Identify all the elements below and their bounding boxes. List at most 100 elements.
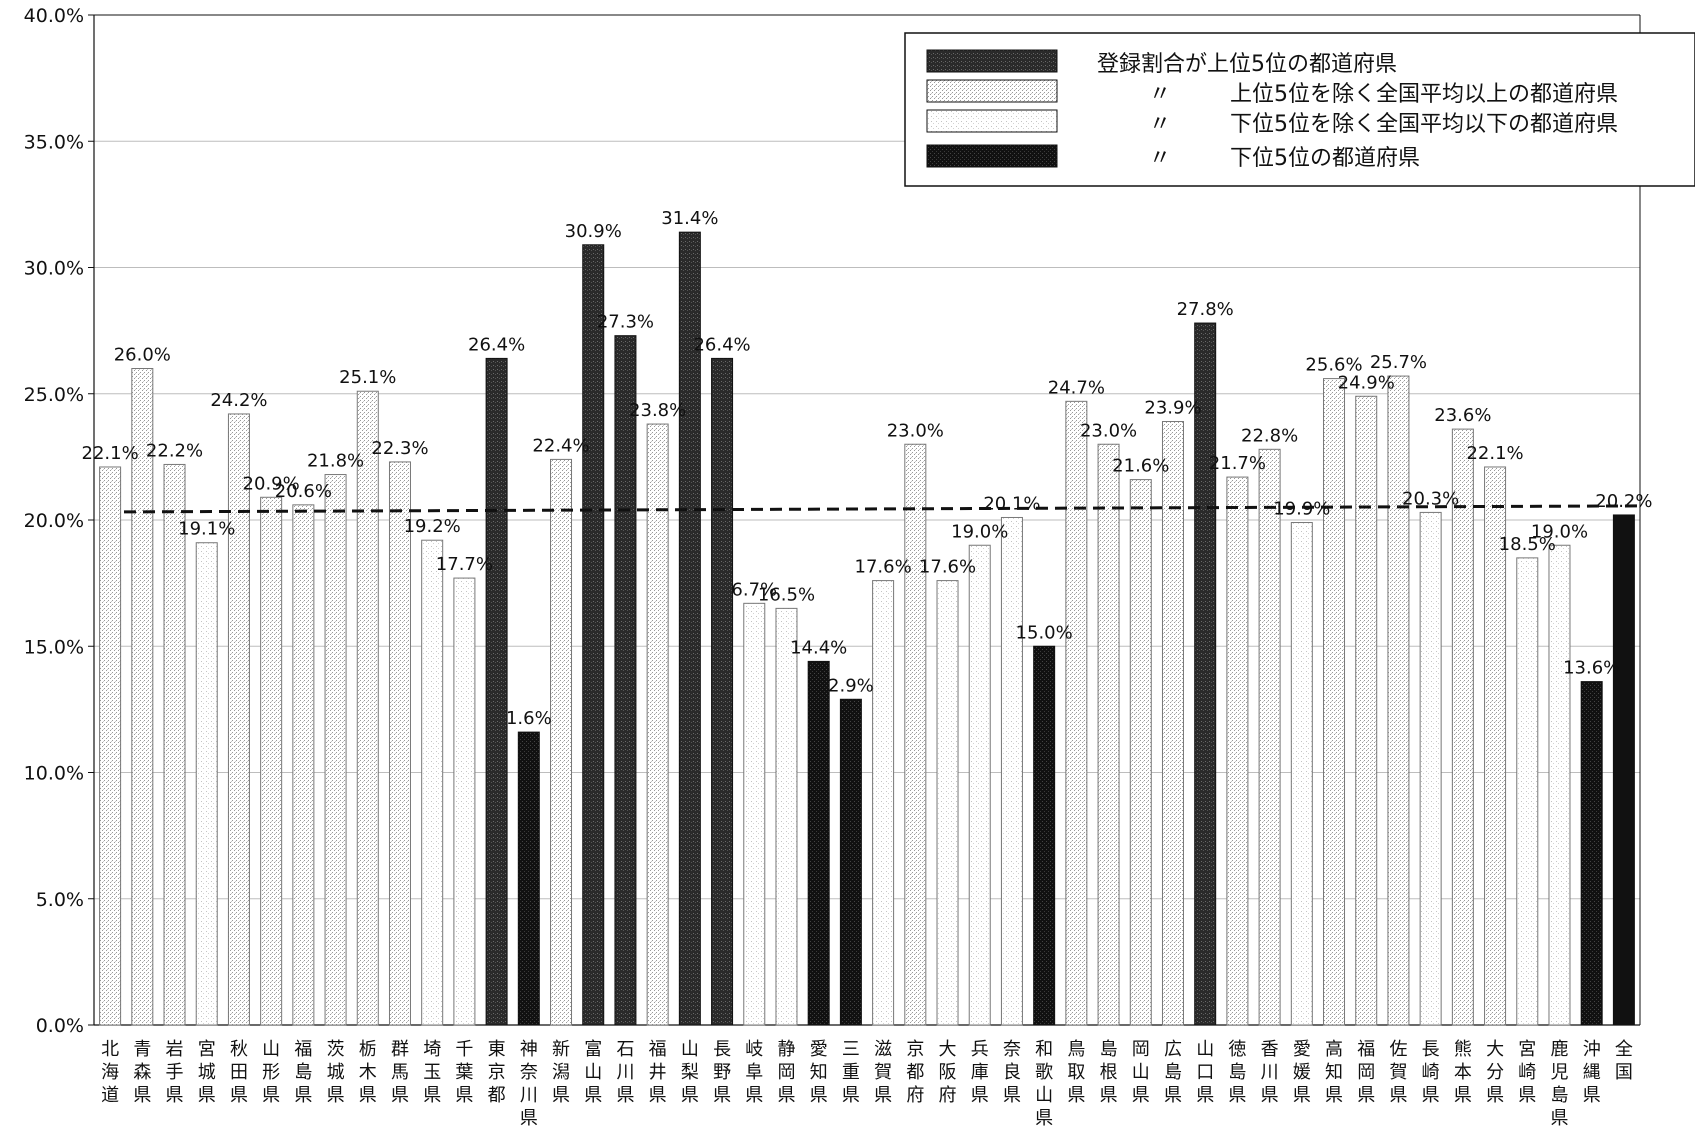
bar bbox=[1355, 395, 1378, 1026]
data-label: 15.0% bbox=[1016, 622, 1073, 643]
x-category-char: 山 bbox=[1132, 1062, 1150, 1083]
y-tick-label: 20.0% bbox=[24, 510, 84, 532]
x-category-char: 川 bbox=[616, 1062, 634, 1083]
bar bbox=[614, 335, 637, 1026]
x-category-char: 都 bbox=[488, 1085, 506, 1106]
bar bbox=[1323, 378, 1346, 1026]
data-label: 22.1% bbox=[82, 443, 139, 464]
y-tick-label: 25.0% bbox=[24, 384, 84, 406]
y-tick-label: 35.0% bbox=[24, 131, 84, 153]
legend-swatch-top5 bbox=[926, 49, 1058, 73]
x-category-char: 県 bbox=[423, 1085, 441, 1106]
gridlines bbox=[94, 14, 1640, 900]
x-category-char: 道 bbox=[101, 1085, 119, 1106]
legend: 登録割合が上位5位の都道府県 〃 上位5位を除く全国平均以上の都道府県 〃 下位… bbox=[904, 32, 1695, 187]
data-label: 19.0% bbox=[951, 521, 1008, 542]
data-label: 23.0% bbox=[887, 420, 944, 441]
x-category-char: 県 bbox=[359, 1085, 377, 1106]
bar bbox=[517, 731, 540, 1026]
x-category-char: 崎 bbox=[1422, 1062, 1440, 1083]
x-category-char: 口 bbox=[1196, 1062, 1214, 1083]
bar bbox=[839, 698, 862, 1026]
x-category-char: 県 bbox=[1422, 1085, 1440, 1106]
x-category-char: 長 bbox=[713, 1039, 731, 1060]
x-category-char: 東 bbox=[488, 1039, 506, 1060]
x-category-char: 広 bbox=[1164, 1039, 1182, 1060]
data-label: 19.0% bbox=[1531, 521, 1588, 542]
x-category-char: 玉 bbox=[423, 1062, 441, 1083]
data-label: 19.1% bbox=[178, 519, 235, 540]
data-label: 20.1% bbox=[983, 493, 1040, 514]
bar bbox=[421, 539, 444, 1026]
x-category-char: 奈 bbox=[520, 1062, 538, 1083]
bar bbox=[936, 580, 959, 1026]
x-category-char: 県 bbox=[745, 1085, 763, 1106]
bar bbox=[1129, 479, 1152, 1026]
bar bbox=[1516, 557, 1539, 1026]
x-category-char: 形 bbox=[262, 1062, 280, 1083]
bar bbox=[388, 461, 411, 1026]
x-category-char: 県 bbox=[1293, 1085, 1311, 1106]
data-label: 30.9% bbox=[565, 221, 622, 242]
x-category-char: 県 bbox=[1261, 1085, 1279, 1106]
data-label: 25.1% bbox=[339, 367, 396, 388]
x-category-char: 県 bbox=[1067, 1085, 1085, 1106]
x-category-char: 県 bbox=[1357, 1085, 1375, 1106]
x-category-char: 山 bbox=[262, 1039, 280, 1060]
x-category-char: 大 bbox=[1486, 1039, 1504, 1060]
data-label: 24.9% bbox=[1338, 372, 1395, 393]
national-average-line bbox=[123, 504, 1641, 514]
bar bbox=[1419, 511, 1442, 1026]
x-category-char: 山 bbox=[584, 1062, 602, 1083]
x-category-char: 都 bbox=[906, 1062, 924, 1083]
bar bbox=[775, 607, 798, 1026]
bar bbox=[1161, 421, 1184, 1026]
x-category-char: 県 bbox=[198, 1085, 216, 1106]
x-category-char: 福 bbox=[294, 1039, 312, 1060]
data-label: 22.1% bbox=[1466, 443, 1523, 464]
bar bbox=[99, 466, 122, 1026]
x-category-char: 県 bbox=[520, 1108, 538, 1129]
x-category-char: 北 bbox=[101, 1039, 119, 1060]
x-category-char: 島 bbox=[1228, 1062, 1246, 1083]
data-label: 22.8% bbox=[1241, 425, 1298, 446]
legend-prefix-2: 〃 bbox=[1149, 82, 1171, 107]
x-category-char: 神 bbox=[520, 1039, 538, 1060]
x-category-char: 県 bbox=[1454, 1085, 1472, 1106]
x-category-char: 県 bbox=[1486, 1085, 1504, 1106]
x-category-char: 県 bbox=[391, 1085, 409, 1106]
data-label: 23.9% bbox=[1144, 398, 1201, 419]
bar bbox=[131, 368, 154, 1026]
axes: 0.0% 5.0% 10.0% 15.0% 20.0% 25.0% 30.0% 35.0% 40… bbox=[24, 5, 1641, 1037]
x-category-char: 宮 bbox=[1518, 1039, 1536, 1060]
x-category-char: 阜 bbox=[745, 1062, 763, 1083]
x-category-char: 栃 bbox=[359, 1039, 377, 1060]
bars bbox=[99, 231, 1635, 1026]
average-line-group bbox=[123, 504, 1641, 514]
x-category-char: 山 bbox=[681, 1039, 699, 1060]
data-label: 17.6% bbox=[919, 557, 976, 578]
x-category-char: 県 bbox=[649, 1085, 667, 1106]
x-category-char: 福 bbox=[1357, 1039, 1375, 1060]
data-label: 26.0% bbox=[114, 345, 171, 366]
x-category-char: 愛 bbox=[810, 1039, 828, 1060]
x-category-char: 長 bbox=[1422, 1039, 1440, 1060]
x-category-char: 府 bbox=[939, 1085, 957, 1106]
data-label: 22.4% bbox=[532, 435, 589, 456]
x-category-char: 城 bbox=[198, 1062, 216, 1083]
bar bbox=[1065, 400, 1088, 1026]
data-label: 22.2% bbox=[146, 440, 203, 461]
bar bbox=[324, 474, 347, 1026]
data-label: 23.6% bbox=[1434, 405, 1491, 426]
data-label: 23.0% bbox=[1080, 420, 1137, 441]
x-category-char: 本 bbox=[1454, 1062, 1472, 1083]
x-category-char: 埼 bbox=[423, 1039, 441, 1060]
bar bbox=[453, 577, 476, 1026]
x-category-char: 茨 bbox=[327, 1039, 345, 1060]
x-category-char: 香 bbox=[1261, 1039, 1279, 1060]
x-category-char: 取 bbox=[1067, 1062, 1085, 1083]
x-category-char: 野 bbox=[713, 1062, 731, 1083]
x-category-char: 賀 bbox=[874, 1062, 892, 1083]
